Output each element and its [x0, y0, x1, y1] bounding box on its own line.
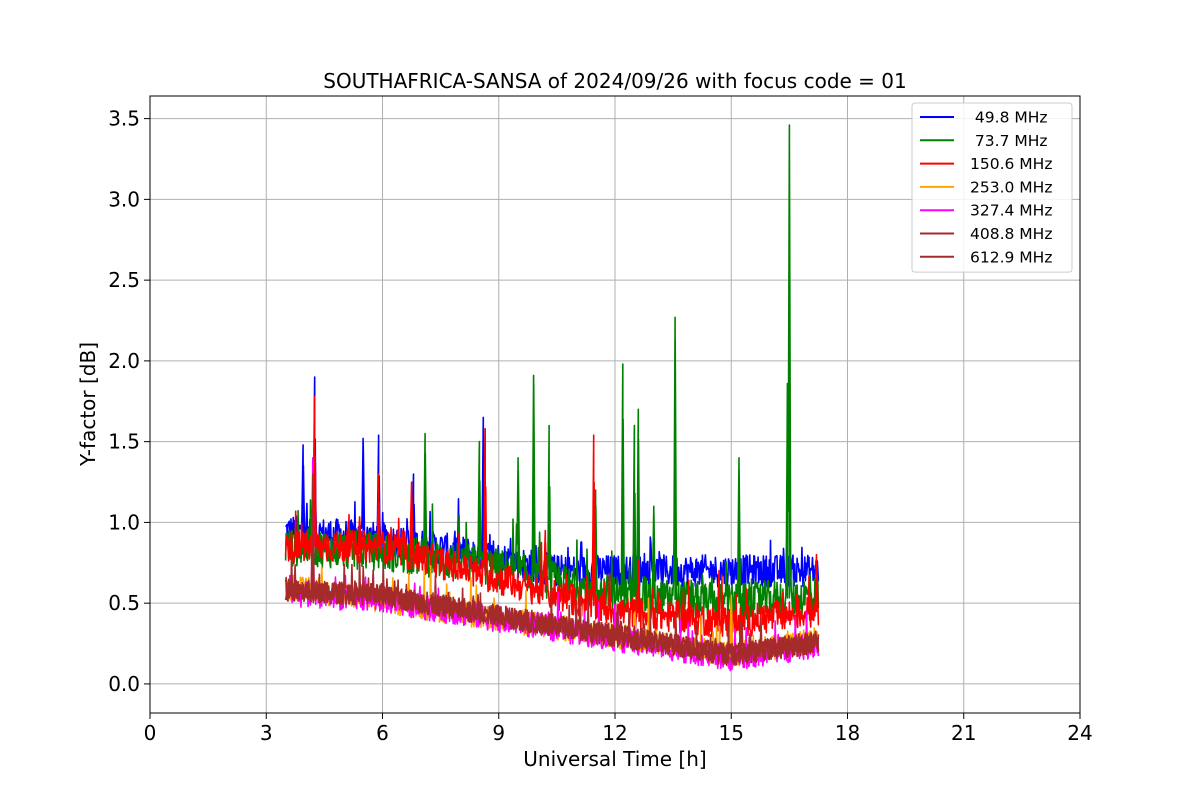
legend-label: 49.8 MHz	[970, 109, 1048, 127]
y-tick-label: 3.0	[108, 187, 140, 211]
legend-box	[911, 102, 1073, 273]
y-tick-label: 1.5	[108, 430, 140, 454]
legend-label: 253.0 MHz	[970, 178, 1052, 196]
y-tick-label: 0.5	[108, 591, 140, 615]
series-line-2	[284, 395, 820, 637]
x-tick-label: 21	[951, 721, 976, 745]
x-tick-label: 3	[260, 721, 273, 745]
x-tick-label: 24	[1067, 721, 1092, 745]
legend-label: 150.6 MHz	[970, 155, 1052, 173]
y-tick-label: 2.5	[108, 268, 140, 292]
series-line-1	[284, 124, 820, 622]
legend: 49.8 MHz 73.7 MHz 150.6 MHz 253.0 MHz 327.4…	[911, 102, 1073, 273]
x-tick-label: 6	[376, 721, 389, 745]
x-tick-label: 9	[492, 721, 505, 745]
x-axis: 0 3 6 9 12 15 18 21 24	[144, 713, 1093, 745]
y-tick-label: 1.0	[108, 510, 140, 534]
y-tick-label: 2.0	[108, 349, 140, 373]
series-layer	[284, 124, 820, 672]
legend-label: 73.7 MHz	[970, 132, 1048, 150]
x-tick-label: 15	[719, 721, 744, 745]
legend-label: 612.9 MHz	[970, 248, 1052, 266]
series-line-6	[284, 563, 820, 666]
x-axis-label: Universal Time [h]	[523, 747, 706, 771]
x-tick-label: 0	[144, 721, 157, 745]
y-tick-label: 0.0	[108, 672, 140, 696]
y-axis: 0.0 0.5 1.0 1.5 2.0 2.5 3.0 3.5	[108, 107, 150, 696]
x-tick-label: 12	[602, 721, 627, 745]
y-axis-label: Y-factor [dB]	[76, 342, 100, 467]
legend-label: 408.8 MHz	[970, 225, 1052, 243]
chart-title: SOUTHAFRICA-SANSA of 2024/09/26 with foc…	[323, 69, 907, 93]
x-tick-label: 18	[835, 721, 860, 745]
y-tick-label: 3.5	[108, 107, 140, 131]
legend-label: 327.4 MHz	[970, 202, 1052, 220]
